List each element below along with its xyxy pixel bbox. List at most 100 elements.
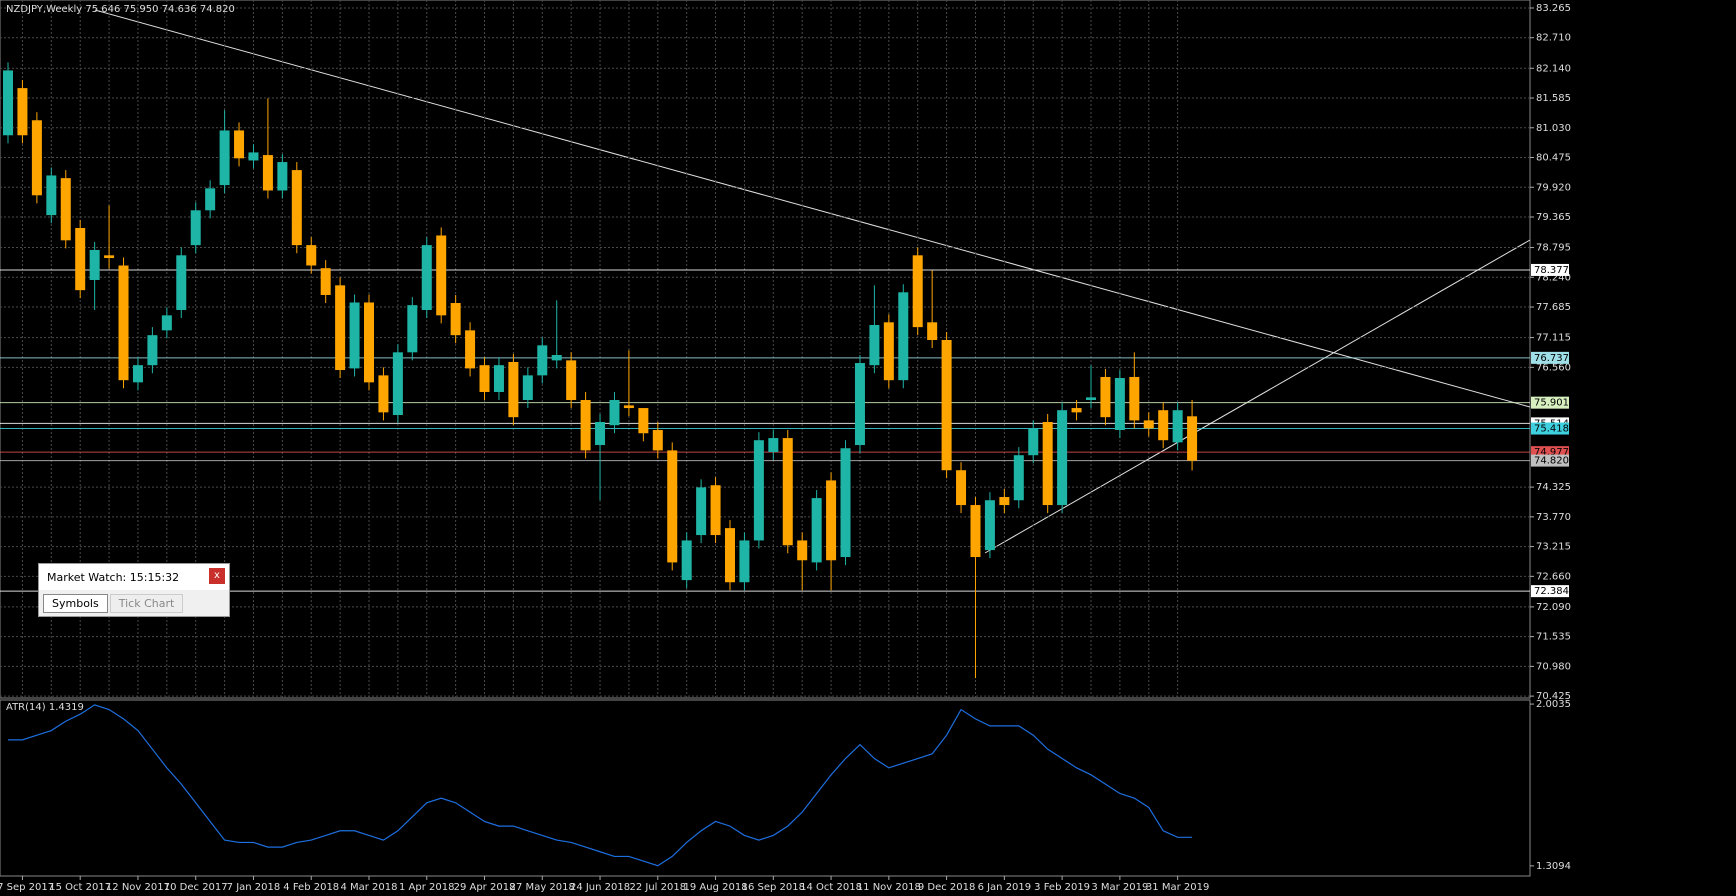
window-title-text: Market Watch: 15:15:32 xyxy=(47,570,180,584)
y-tick-label: 82.710 xyxy=(1536,33,1571,44)
candle-body xyxy=(479,365,490,392)
candle-body xyxy=(1114,378,1125,431)
x-tick-label: 4 Feb 2018 xyxy=(283,882,339,893)
candle-body xyxy=(638,408,649,434)
candle-body xyxy=(595,421,606,446)
candle-body xyxy=(753,440,764,541)
candle-body xyxy=(840,448,851,558)
candle-body xyxy=(1086,397,1096,401)
candle-body xyxy=(1100,376,1111,418)
price-label: 75.901 xyxy=(1534,398,1569,409)
tab[interactable]: Symbols xyxy=(43,594,108,613)
price-label-box xyxy=(1531,351,1569,364)
candle-body xyxy=(609,400,620,426)
candle-body xyxy=(883,322,894,381)
candle-body xyxy=(869,324,880,366)
candle-body xyxy=(161,315,172,331)
x-tick-label: 19 Aug 2018 xyxy=(684,882,748,893)
candle-body xyxy=(898,292,909,381)
price-label: 74.977 xyxy=(1534,447,1569,458)
price-label: 72.384 xyxy=(1534,586,1569,597)
x-tick-label: 4 Mar 2018 xyxy=(340,882,397,893)
candle-body xyxy=(407,305,418,353)
candle-body xyxy=(176,255,187,310)
candle-body xyxy=(537,345,548,376)
candle-body xyxy=(89,249,100,280)
candle-body xyxy=(580,400,591,451)
y-tick-label: 81.585 xyxy=(1536,93,1571,104)
y-tick-label: 81.030 xyxy=(1536,123,1571,134)
tab[interactable]: Tick Chart xyxy=(109,594,184,613)
candle-body xyxy=(104,255,115,258)
candle-body xyxy=(508,361,519,418)
y-tick-label: 79.920 xyxy=(1536,182,1571,193)
y-tick-label: 2.0035 xyxy=(1536,699,1571,710)
trend-line xyxy=(984,239,1531,554)
y-tick-label: 71.535 xyxy=(1536,632,1571,643)
y-tick-label: 80.475 xyxy=(1536,153,1571,164)
candle-body xyxy=(811,498,822,563)
candle-body xyxy=(941,339,952,471)
candle-body xyxy=(826,480,837,561)
candle-body xyxy=(912,255,923,328)
x-tick-label: 1 Apr 2018 xyxy=(399,882,454,893)
main-panel xyxy=(0,0,1531,699)
candle-body xyxy=(652,430,663,451)
y-tick-label: 77.115 xyxy=(1536,333,1571,344)
candle-body xyxy=(320,268,331,295)
y-tick-label: 70.980 xyxy=(1536,661,1571,672)
price-label: 75.418 xyxy=(1534,424,1569,435)
candle-body xyxy=(277,162,288,191)
candle-body xyxy=(335,285,346,371)
candle-body xyxy=(623,405,634,409)
candle-body xyxy=(1129,376,1140,421)
price-label-box xyxy=(1531,263,1569,276)
candle-body xyxy=(306,245,317,266)
indicator-label: ATR(14) 1.4319 xyxy=(6,702,84,713)
y-tick-label: 79.365 xyxy=(1536,212,1571,223)
tabs: Symbols Tick Chart xyxy=(39,590,229,613)
candle-body xyxy=(1013,455,1024,501)
price-label-box xyxy=(1531,422,1569,435)
candle-body xyxy=(190,210,201,246)
y-tick-label: 77.685 xyxy=(1536,302,1571,313)
candle-body xyxy=(436,235,447,316)
candle-body xyxy=(696,487,707,536)
x-tick-label: 17 Sep 2017 xyxy=(0,882,54,893)
candle-body xyxy=(421,245,432,310)
candle-body xyxy=(31,120,42,196)
candle-body xyxy=(522,375,533,401)
window-title: Market Watch: 15:15:32 x xyxy=(39,564,229,590)
x-tick-label: 14 Oct 2018 xyxy=(800,882,862,893)
price-label: 78.377 xyxy=(1534,265,1569,276)
candle-body xyxy=(205,188,216,211)
candle-body xyxy=(118,265,129,381)
candle-body xyxy=(262,155,273,191)
candle-body xyxy=(1042,421,1053,506)
x-tick-label: 22 Jul 2018 xyxy=(629,882,686,893)
candle-body xyxy=(219,130,230,186)
x-tick-label: 3 Mar 2019 xyxy=(1091,882,1148,893)
y-tick-label: 78.795 xyxy=(1536,243,1571,254)
close-button[interactable]: x xyxy=(209,568,225,584)
candle-body xyxy=(1172,410,1183,443)
candle-body xyxy=(1158,410,1169,441)
candle-body xyxy=(1187,416,1198,461)
candle-body xyxy=(984,500,995,551)
price-label: 74.820 xyxy=(1534,456,1569,467)
x-tick-label: 16 Sep 2018 xyxy=(742,882,805,893)
x-tick-label: 11 Nov 2018 xyxy=(857,882,921,893)
candle-body xyxy=(17,88,28,136)
x-tick-label: 27 May 2018 xyxy=(510,882,575,893)
x-tick-label: 15 Oct 2017 xyxy=(49,882,111,893)
candle-body xyxy=(999,497,1010,506)
x-tick-label: 9 Dec 2018 xyxy=(918,882,976,893)
marks xyxy=(0,62,1530,679)
market-watch[interactable]: Market Watch: 15:15:32 x Symbols Tick Cha… xyxy=(38,563,230,617)
candle-body xyxy=(667,450,678,563)
x-tick-label: 10 Dec 2017 xyxy=(164,882,228,893)
y-tick-label: 70.425 xyxy=(1536,691,1571,702)
candle-body xyxy=(768,438,779,453)
candle-body xyxy=(725,528,735,583)
